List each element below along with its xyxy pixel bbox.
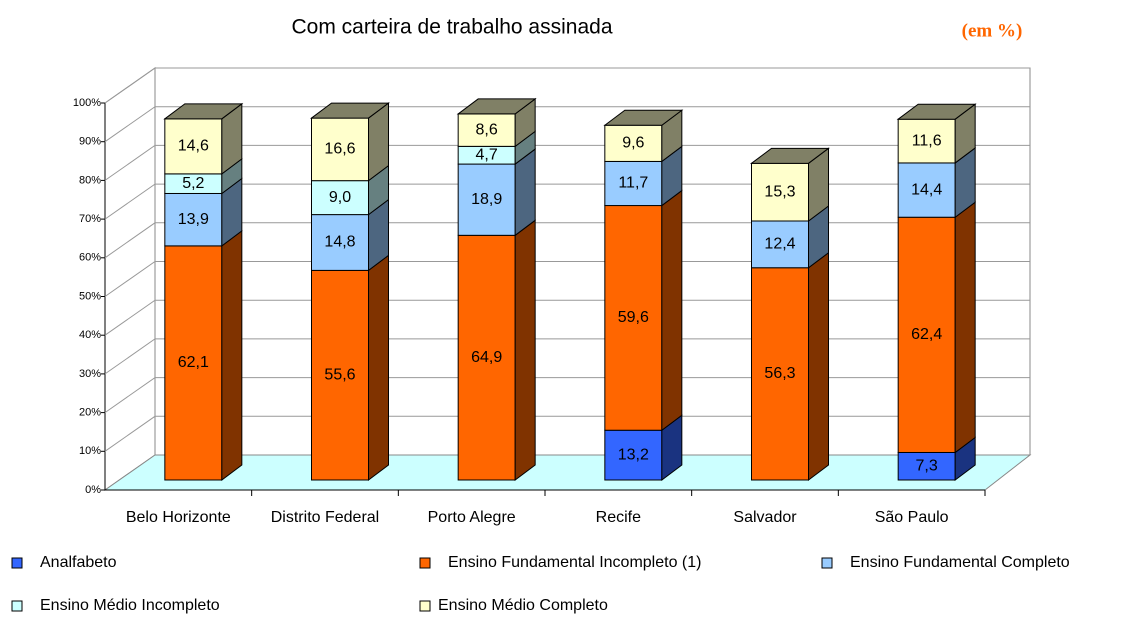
grid-line — [104, 415, 1030, 452]
data-label: 9,0 — [329, 189, 351, 206]
y-tick-label: 10% — [79, 445, 101, 457]
data-label: 18,9 — [471, 191, 502, 208]
x-tick-label: Salvador — [733, 509, 797, 526]
data-label: 12,4 — [764, 236, 795, 253]
x-tick-label: São Paulo — [875, 509, 949, 526]
floor — [103, 454, 1032, 491]
bar-top — [750, 147, 830, 164]
bar-side — [368, 254, 389, 481]
data-label: 59,6 — [618, 309, 649, 326]
legend-swatch — [821, 557, 833, 569]
data-label: 4,7 — [476, 146, 498, 163]
legend-label: Ensino Médio Incompleto — [40, 597, 220, 614]
bar-segment — [604, 160, 663, 207]
data-label: 14,4 — [911, 181, 942, 198]
bar-segment — [164, 118, 223, 175]
bar-segment — [604, 124, 663, 162]
data-label: 14,6 — [178, 138, 209, 155]
data-label: 8,6 — [476, 121, 498, 138]
legend-swatch — [11, 557, 23, 569]
data-label: 15,3 — [764, 183, 795, 200]
bar-segment — [897, 216, 956, 453]
data-label: 11,7 — [618, 175, 648, 192]
legend-label: Ensino Médio Completo — [438, 597, 608, 614]
bar-segment — [897, 118, 956, 164]
x-tick-label: Belo Horizonte — [126, 509, 231, 526]
grid-line — [104, 183, 1030, 220]
unit-note: (em %) — [962, 20, 1023, 41]
bar-segment — [897, 451, 956, 481]
y-tick-label: 20% — [79, 407, 101, 419]
grid-line — [104, 106, 1030, 143]
data-label: 55,6 — [324, 366, 355, 383]
legend-swatch — [419, 557, 431, 569]
grid-line — [104, 261, 1030, 297]
bar-top — [603, 109, 684, 126]
grid-line — [104, 299, 1030, 336]
legend-label: Ensino Fundamental Incompleto (1) — [448, 554, 701, 571]
data-label: 14,8 — [324, 234, 355, 251]
grid-line — [104, 144, 1030, 181]
bar-segment — [164, 192, 223, 247]
grid-line — [104, 377, 1030, 414]
bar-top — [456, 98, 537, 115]
bar-side — [808, 251, 829, 481]
bar-segment — [164, 245, 223, 481]
y-tick-label: 30% — [79, 368, 101, 380]
bar-segment — [751, 267, 809, 481]
data-label: 64,9 — [471, 349, 502, 366]
grid-line — [104, 222, 1030, 259]
data-label: 7,3 — [916, 457, 938, 474]
bar-segment — [604, 429, 663, 481]
y-tick-label: 60% — [79, 252, 101, 264]
legend-swatch — [11, 600, 23, 612]
legend-label: Ensino Fundamental Completo — [850, 554, 1070, 571]
data-label: 62,1 — [178, 354, 209, 371]
y-tick-label: 50% — [79, 290, 101, 302]
data-label: 16,6 — [324, 141, 355, 158]
y-tick-label: 80% — [79, 174, 101, 186]
bar-segment — [311, 117, 369, 182]
data-label: 11,6 — [912, 132, 942, 149]
y-tick-label: 70% — [79, 213, 101, 225]
bar-top — [163, 103, 244, 120]
data-label: 56,3 — [764, 365, 795, 382]
x-tick-label: Distrito Federal — [271, 509, 379, 526]
bar-side — [954, 201, 976, 454]
data-label: 13,2 — [618, 446, 649, 463]
bar-side — [661, 189, 683, 432]
x-tick-label: Porto Alegre — [428, 509, 516, 526]
grid-line — [104, 338, 1030, 375]
bar-side — [514, 219, 536, 481]
y-tick-label: 100% — [73, 97, 101, 109]
y-tick-label: 40% — [79, 329, 101, 341]
bar-segment — [457, 234, 516, 481]
bar-top — [310, 102, 390, 119]
data-label: 62,4 — [911, 326, 942, 343]
bar-top — [896, 103, 977, 120]
data-label: 5,2 — [182, 175, 204, 192]
data-label: 13,9 — [178, 211, 209, 228]
data-label: 9,6 — [622, 135, 644, 152]
chart-title: Com carteira de trabalho assinada — [291, 16, 612, 39]
legend-swatch — [419, 600, 431, 612]
bar-side — [221, 229, 243, 481]
legend-label: Analfabeto — [40, 554, 117, 571]
y-tick-label: 90% — [79, 136, 101, 148]
y-tick-label: 0% — [85, 484, 101, 496]
x-tick-label: Recife — [596, 509, 641, 526]
bar-segment — [457, 113, 516, 147]
grid-line — [104, 67, 1030, 104]
